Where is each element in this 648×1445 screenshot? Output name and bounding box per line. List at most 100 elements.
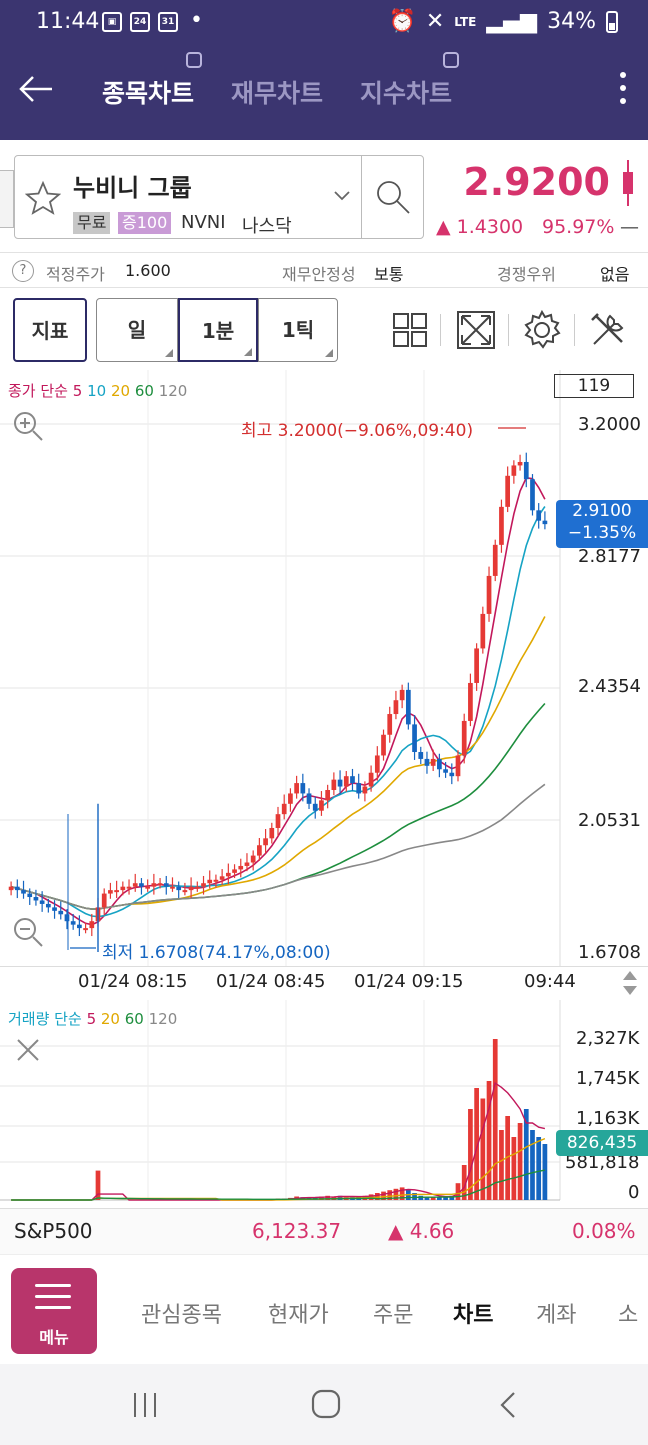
candle-body bbox=[89, 921, 95, 929]
menu-button[interactable]: 메뉴 bbox=[11, 1268, 97, 1354]
tools-icon[interactable] bbox=[584, 306, 632, 354]
candle-body bbox=[387, 714, 393, 735]
status-time: 11:44 bbox=[36, 9, 100, 34]
candle-body bbox=[14, 886, 20, 891]
period-day-button[interactable]: 일 bbox=[96, 298, 178, 362]
free-badge: 무료 bbox=[73, 212, 111, 234]
y-tick-0: 3.2000 bbox=[578, 414, 641, 435]
period-day-label: 일 bbox=[127, 318, 147, 342]
price-chart[interactable]: 종가 단순 5 10 20 60 120 119 최고 3.2000(−9.06… bbox=[0, 370, 648, 1010]
candle-body bbox=[306, 793, 312, 804]
volume-bar bbox=[461, 1165, 467, 1200]
tab-badge-icon bbox=[186, 52, 202, 68]
help-icon[interactable]: ? bbox=[12, 260, 34, 282]
fundamentals-row: ? 적정주가 1.600 재무안정성 보통 경쟁우위 없음 bbox=[0, 252, 648, 288]
candle-body bbox=[176, 886, 182, 891]
settings-gear-icon[interactable] bbox=[518, 306, 566, 354]
candle-body bbox=[517, 461, 523, 466]
fullscreen-icon[interactable] bbox=[452, 306, 500, 354]
volume-bar bbox=[474, 1088, 479, 1200]
side-drawer-handle[interactable] bbox=[0, 170, 14, 228]
volume-bar bbox=[536, 1137, 542, 1200]
vol-tick-1: 1,745K bbox=[576, 1068, 640, 1089]
candle-body bbox=[468, 682, 473, 721]
period-1tick-button[interactable]: 1틱 bbox=[258, 298, 338, 362]
axis-resize-icon[interactable] bbox=[620, 969, 640, 997]
candle-body bbox=[8, 886, 14, 891]
candle-body bbox=[337, 779, 343, 787]
volume-legend-prefix: 거래량 단순 bbox=[8, 1010, 82, 1028]
tab-index-chart[interactable]: 지수차트 bbox=[360, 79, 453, 108]
system-nav-bar bbox=[0, 1364, 648, 1445]
volume-bar bbox=[517, 1123, 523, 1200]
back-nav-icon[interactable] bbox=[496, 1390, 522, 1420]
volume-bar bbox=[325, 1195, 331, 1200]
gallery-icon: ▣ bbox=[102, 12, 122, 32]
zoom-in-icon[interactable] bbox=[12, 410, 44, 442]
volume-chart[interactable]: 거래량 단순 5 20 60 120 2,327K 1,745K 1,163K … bbox=[0, 1000, 648, 1208]
indicator-button[interactable]: 지표 bbox=[13, 298, 87, 362]
candle-body bbox=[139, 883, 144, 887]
period-1min-button[interactable]: 1분 bbox=[178, 298, 258, 362]
candle-body bbox=[331, 779, 337, 790]
candle-body bbox=[244, 862, 250, 866]
tab-stock-chart[interactable]: 종목차트 bbox=[102, 79, 195, 108]
candle-body bbox=[430, 758, 436, 766]
search-icon bbox=[377, 181, 410, 214]
nav-chart[interactable]: 차트 bbox=[453, 1303, 494, 1328]
volume-bar bbox=[437, 1196, 442, 1200]
recent-apps-icon[interactable] bbox=[130, 1390, 160, 1420]
volume-bar bbox=[443, 1197, 448, 1200]
nav-more-partial[interactable]: 소 bbox=[618, 1303, 639, 1328]
vol-tick-3: 581,818 bbox=[565, 1152, 640, 1173]
change-dash: — bbox=[620, 216, 639, 238]
home-icon[interactable] bbox=[310, 1388, 342, 1420]
zoom-out-icon[interactable] bbox=[12, 916, 44, 948]
candle-body bbox=[542, 520, 548, 525]
volume-bar bbox=[387, 1190, 393, 1200]
candle-body bbox=[505, 475, 511, 507]
period-1tick-label: 1틱 bbox=[281, 318, 315, 342]
nav-account[interactable]: 계좌 bbox=[536, 1303, 577, 1328]
tab-badge-icon bbox=[443, 52, 459, 68]
vlegend-ma60: 60 bbox=[124, 1010, 144, 1028]
grid-layout-icon[interactable] bbox=[386, 306, 434, 354]
volume-bar bbox=[393, 1188, 399, 1200]
index-ticker[interactable]: S&P500 6,123.37 ▲ 4.66 0.08% bbox=[0, 1208, 648, 1254]
candle-count-box[interactable]: 119 bbox=[554, 374, 634, 398]
candle-body bbox=[58, 910, 64, 915]
candle-body bbox=[269, 827, 275, 839]
mute-icon: ✕ bbox=[425, 9, 445, 34]
volume-bar bbox=[412, 1193, 417, 1200]
tab-financial-chart[interactable]: 재무차트 bbox=[231, 79, 324, 108]
candle-body bbox=[312, 803, 318, 811]
more-options-icon[interactable] bbox=[618, 72, 628, 108]
back-arrow-icon[interactable] bbox=[18, 74, 54, 104]
calendar31-icon: 31 bbox=[158, 12, 178, 32]
candle-body bbox=[499, 506, 504, 545]
x-tick-0: 01/24 08:15 bbox=[78, 971, 188, 992]
index-value: 6,123.37 bbox=[252, 1219, 342, 1243]
candle-body bbox=[480, 613, 486, 649]
volume-bar bbox=[399, 1187, 405, 1200]
stock-selector[interactable]: 누비니 그룹 무료 증100 NVNI 나스닥 bbox=[14, 155, 424, 239]
star-favorite-icon[interactable] bbox=[25, 180, 61, 216]
candle-body bbox=[362, 786, 368, 794]
search-button[interactable] bbox=[361, 156, 423, 238]
chevron-down-icon[interactable] bbox=[333, 190, 351, 202]
candle-body bbox=[83, 928, 88, 931]
ma120-line bbox=[10, 783, 546, 910]
candle-body bbox=[399, 689, 405, 701]
candle-body bbox=[455, 755, 461, 777]
volume-bar bbox=[511, 1137, 517, 1200]
x-axis: 01/24 08:15 01/24 08:45 01/24 09:15 09:4… bbox=[0, 966, 648, 998]
candle-body bbox=[393, 700, 399, 715]
candle-body bbox=[188, 886, 194, 891]
candle-body bbox=[39, 900, 45, 904]
nav-order[interactable]: 주문 bbox=[373, 1303, 414, 1328]
vlegend-ma120: 120 bbox=[148, 1010, 178, 1028]
close-icon[interactable] bbox=[14, 1036, 42, 1064]
price-change: ▲ 1.4300 bbox=[436, 216, 524, 238]
nav-watchlist[interactable]: 관심종목 bbox=[141, 1303, 222, 1328]
nav-quote[interactable]: 현재가 bbox=[268, 1303, 329, 1328]
